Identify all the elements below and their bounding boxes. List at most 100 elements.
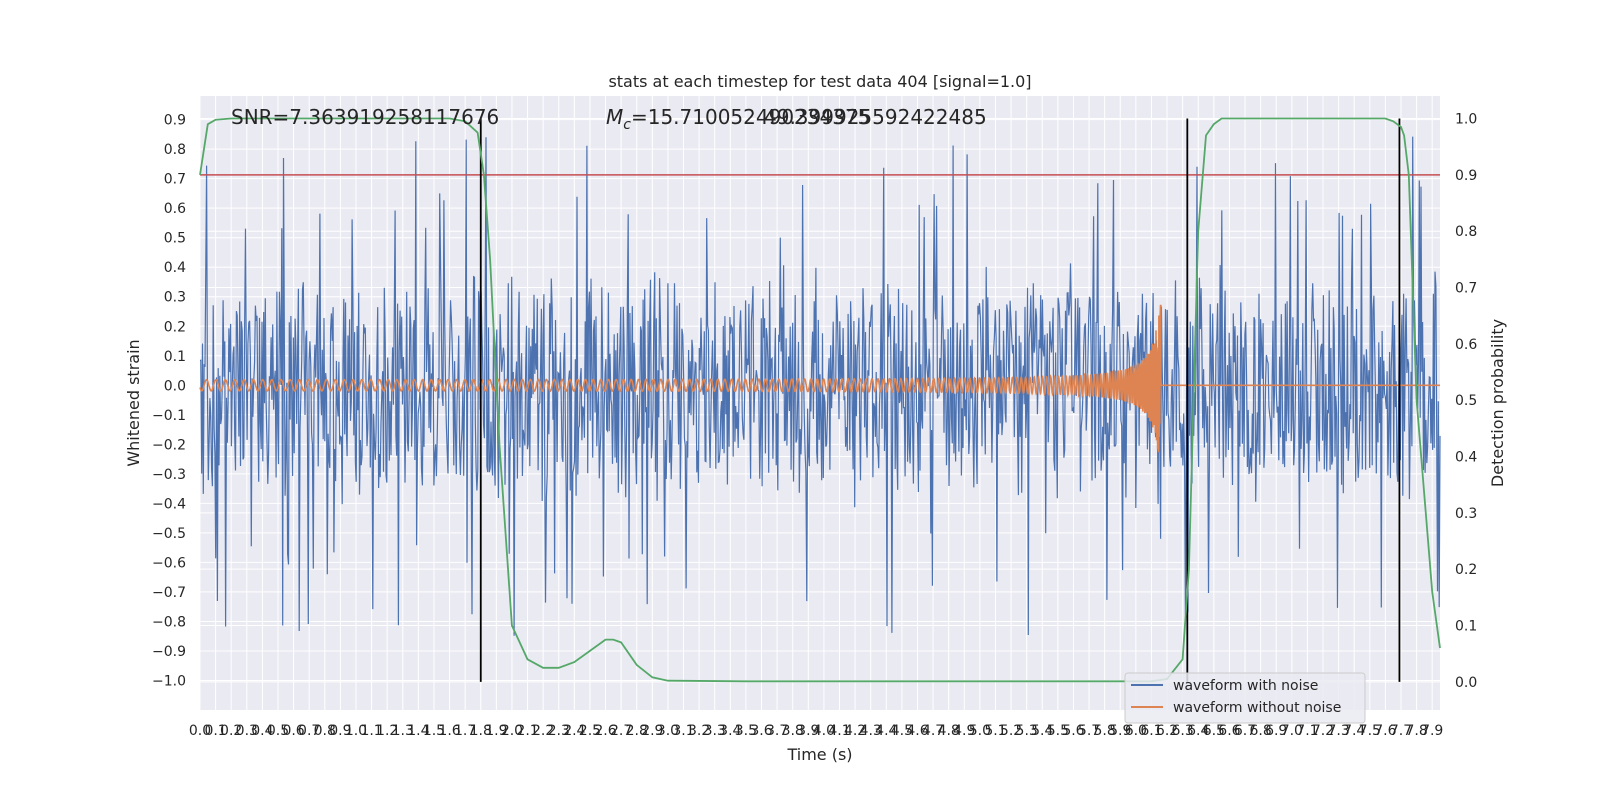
x-tick-label: 7.8 xyxy=(1405,723,1427,739)
y-tick-label: 0.9 xyxy=(164,113,186,129)
x-tick-label: 0.7 xyxy=(298,723,320,739)
detection-probability-line xyxy=(199,117,1441,683)
series-waveform-with-noise xyxy=(199,136,1441,636)
chirp-mass-value: =15.710052490234375 xyxy=(631,105,870,129)
chart-title: stats at each timestep for test data 404… xyxy=(608,72,1031,91)
x-tick-label: 7.5 xyxy=(1359,723,1381,739)
x-tick-label: 1.7 xyxy=(454,723,476,739)
y-right-tick-label: 0.9 xyxy=(1455,168,1477,184)
y-tick-label: 0.2 xyxy=(164,319,186,335)
x-tick-label: 2.3 xyxy=(548,723,570,739)
x-tick-label: 4.2 xyxy=(844,723,866,739)
y-right-tick-label: 1.0 xyxy=(1455,112,1477,128)
x-tick-label: 5.9 xyxy=(1109,723,1131,739)
x-tick-label: 2.1 xyxy=(516,723,538,739)
x-tick-label: 3.0 xyxy=(657,723,679,739)
y-tick-label: 0.6 xyxy=(164,201,186,217)
legend-label-clean: waveform without noise xyxy=(1173,700,1341,716)
x-tick-label: 4.4 xyxy=(875,723,897,739)
x-tick-label: 4.3 xyxy=(860,723,882,739)
y-tick-label: −0.7 xyxy=(152,585,186,601)
x-tick-label: 3.6 xyxy=(750,723,772,739)
y-tick-label: 0.5 xyxy=(164,231,186,247)
y-tick-label: 0.1 xyxy=(164,349,186,365)
x-tick-label: 5.0 xyxy=(969,723,991,739)
x-tick-label: 3.3 xyxy=(704,723,726,739)
x-tick-label: 3.7 xyxy=(766,723,788,739)
x-tick-label: 2.4 xyxy=(563,723,585,739)
x-tick-label: 0.8 xyxy=(314,723,336,739)
x-tick-label: 4.9 xyxy=(953,723,975,739)
y-right-tick-label: 0.1 xyxy=(1455,619,1477,635)
x-tick-label: 2.6 xyxy=(594,723,616,739)
y-tick-label: −1.0 xyxy=(152,673,186,689)
x-tick-label: 3.2 xyxy=(688,723,710,739)
y-tick-label: −0.4 xyxy=(152,496,186,512)
legend-box xyxy=(1124,672,1366,724)
y-axis-right-label: Detection probability xyxy=(1488,319,1507,487)
x-tick-label: 5.8 xyxy=(1094,723,1116,739)
x-tick-label: 7.3 xyxy=(1327,723,1349,739)
x-tick-label: 2.2 xyxy=(532,723,554,739)
x-tick-label: 0.4 xyxy=(251,723,273,739)
y-tick-label: 0.3 xyxy=(164,290,186,306)
x-tick-label: 6.4 xyxy=(1187,723,1209,739)
x-tick-label: 3.1 xyxy=(672,723,694,739)
y-tick-label: −0.8 xyxy=(152,614,186,630)
y-tick-label: −0.6 xyxy=(152,555,186,571)
snr-annotation: SNR=7.363919258117676 xyxy=(231,105,499,129)
x-tick-label: 1.9 xyxy=(485,723,507,739)
y-right-tick-label: 0.2 xyxy=(1455,562,1477,578)
y-tick-label: −0.1 xyxy=(152,408,186,424)
x-tick-label: 7.2 xyxy=(1312,723,1334,739)
x-tick-label: 0.2 xyxy=(220,723,242,739)
y-tick-label: 0.7 xyxy=(164,172,186,188)
chirp-mass-subscript: c xyxy=(623,117,631,133)
y-tick-label: −0.3 xyxy=(152,467,186,483)
x-tick-label: 4.0 xyxy=(813,723,835,739)
x-tick-label: 4.1 xyxy=(828,723,850,739)
x-tick-label: 0.0 xyxy=(189,723,211,739)
x-tick-label: 7.7 xyxy=(1390,723,1412,739)
overlap-annotation: 49.399925592422485 xyxy=(764,105,987,129)
y-right-tick-label: 0.6 xyxy=(1455,337,1477,353)
x-tick-label: 7.1 xyxy=(1296,723,1318,739)
x-tick-label: 1.0 xyxy=(345,723,367,739)
x-tick-label: 6.9 xyxy=(1265,723,1287,739)
x-tick-label: 2.7 xyxy=(610,723,632,739)
x-tick-label: 5.4 xyxy=(1031,723,1053,739)
y-tick-label: −0.5 xyxy=(152,526,186,542)
x-tick-label: 4.7 xyxy=(922,723,944,739)
x-tick-label: 0.3 xyxy=(236,723,258,739)
x-tick-label: 1.1 xyxy=(360,723,382,739)
y-right-tick-label: 0.0 xyxy=(1455,675,1477,691)
x-tick-label: 6.3 xyxy=(1172,723,1194,739)
x-axis-ticks: 0.00.10.20.30.40.50.60.70.80.91.01.11.21… xyxy=(189,723,1443,739)
x-tick-label: 1.8 xyxy=(470,723,492,739)
y-axis-label: Whitened strain xyxy=(124,339,143,466)
x-tick-label: 5.2 xyxy=(1000,723,1022,739)
x-tick-label: 3.8 xyxy=(782,723,804,739)
right-axis-ticks: 0.0 0.1 0.2 0.3 0.4 0.5 0.6 0.7 0.8 0.9 1.0 xyxy=(1455,112,1477,691)
legend: waveform with noise waveform without noi… xyxy=(1124,672,1366,724)
y-right-tick-label: 0.5 xyxy=(1455,393,1477,409)
x-tick-label: 5.7 xyxy=(1078,723,1100,739)
left-axis-ticks: −1.0 −0.9 −0.8 −0.7 −0.6 −0.5 −0.4 −0.3 −0.2 −0.1… xyxy=(152,113,186,690)
x-tick-label: 6.6 xyxy=(1218,723,1240,739)
x-tick-label: 5.3 xyxy=(1016,723,1038,739)
chirp-mass-annotation: Mc=15.710052490234375 xyxy=(606,105,870,133)
waveform-without-noise-line xyxy=(199,304,1440,453)
y-tick-label: −0.9 xyxy=(152,644,186,660)
x-tick-label: 1.2 xyxy=(376,723,398,739)
y-right-tick-label: 0.4 xyxy=(1455,450,1477,466)
x-tick-label: 3.4 xyxy=(719,723,741,739)
y-tick-label: −0.2 xyxy=(152,437,186,453)
legend-label-noise: waveform with noise xyxy=(1173,678,1318,694)
y-right-tick-label: 0.3 xyxy=(1455,506,1477,522)
x-tick-label: 6.2 xyxy=(1156,723,1178,739)
x-tick-label: 2.5 xyxy=(579,723,601,739)
x-tick-label: 1.3 xyxy=(392,723,414,739)
x-tick-label: 1.4 xyxy=(407,723,429,739)
y-tick-label: 0.0 xyxy=(164,378,186,394)
